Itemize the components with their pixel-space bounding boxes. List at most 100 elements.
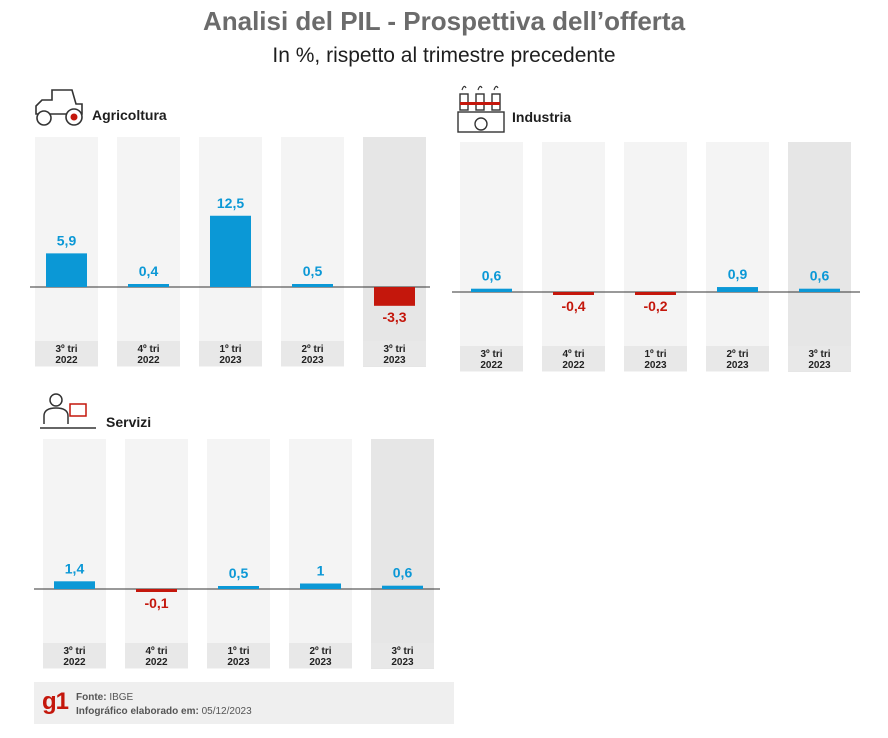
data-label: 5,9 — [57, 232, 77, 248]
tick-label: 4º tri — [563, 349, 585, 360]
column-bg — [624, 142, 687, 372]
tick-label-bg — [207, 643, 270, 668]
bar — [300, 583, 341, 589]
made-line: Infográfico elaborado em: 05/12/2023 — [76, 706, 252, 717]
office-worker-icon — [40, 393, 96, 429]
made-value: 05/12/2023 — [201, 706, 252, 717]
tick-label: 2023 — [726, 360, 749, 371]
bar — [210, 215, 251, 287]
data-label: 0,6 — [482, 268, 502, 284]
tick-label-bg — [35, 341, 98, 366]
tick-label-bg — [460, 346, 523, 371]
bar — [471, 288, 512, 292]
column-bg — [542, 142, 605, 372]
tick-label: 2023 — [309, 657, 332, 668]
tractor-icon — [35, 89, 83, 126]
tick-label-bg — [363, 341, 426, 366]
column-bg — [371, 439, 434, 669]
g1-logo: g1 — [42, 688, 69, 715]
tick-label: 2º tri — [302, 344, 324, 355]
column-bg — [125, 439, 188, 669]
tick-label: 2023 — [808, 360, 831, 371]
column-bg — [289, 439, 352, 669]
tick-label: 2023 — [383, 355, 406, 366]
tick-label: 2022 — [55, 355, 78, 366]
data-label: 0,5 — [229, 565, 249, 581]
tick-label: 1º tri — [228, 646, 250, 657]
tick-label-bg — [125, 643, 188, 668]
factory-icon — [457, 85, 505, 133]
panel-label-servizi: Servizi — [106, 414, 152, 430]
data-label: 0,5 — [303, 263, 323, 279]
tick-label: 1º tri — [645, 349, 667, 360]
tick-label: 2023 — [219, 355, 242, 366]
data-label: 1,4 — [65, 560, 85, 576]
tick-label: 4º tri — [146, 646, 168, 657]
column-bg — [281, 137, 344, 367]
column-bg — [460, 142, 523, 372]
bar — [136, 589, 177, 592]
tick-label: 3º tri — [56, 344, 78, 355]
panel-label-industria: Industria — [512, 109, 572, 125]
tick-label: 2022 — [63, 657, 86, 668]
tick-label: 3º tri — [392, 646, 414, 657]
tick-label: 3º tri — [481, 349, 503, 360]
tick-label: 1º tri — [220, 344, 242, 355]
bar — [54, 581, 95, 589]
bar — [46, 253, 87, 287]
tick-label-bg — [788, 346, 851, 371]
data-label: 0,4 — [139, 263, 159, 279]
column-bg — [117, 137, 180, 367]
tick-label: 2022 — [137, 355, 160, 366]
data-label: 0,9 — [728, 266, 748, 282]
column-bg — [207, 439, 270, 669]
bar — [635, 292, 676, 295]
tick-label-bg — [289, 643, 352, 668]
tick-label-bg — [117, 341, 180, 366]
panel-label-agricoltura: Agricoltura — [92, 107, 167, 123]
tick-label: 3º tri — [64, 646, 86, 657]
tick-label-bg — [43, 643, 106, 668]
data-label: 0,6 — [393, 565, 413, 581]
tick-label: 2º tri — [727, 349, 749, 360]
tick-label: 4º tri — [138, 344, 160, 355]
footer: g1 Fonte: IBGE Infográfico elaborado em:… — [34, 682, 454, 724]
tick-label-bg — [624, 346, 687, 371]
tick-label: 3º tri — [384, 344, 406, 355]
tick-label: 2022 — [480, 360, 503, 371]
tick-label: 2022 — [562, 360, 585, 371]
data-label: -0,4 — [561, 298, 585, 314]
data-label: 1 — [317, 563, 325, 579]
chart-subtitle: In %, rispetto al trimestre precedente — [272, 44, 616, 67]
tick-label-bg — [199, 341, 262, 366]
bar — [128, 284, 169, 287]
tick-label: 2023 — [391, 657, 414, 668]
bar — [553, 292, 594, 295]
column-bg — [706, 142, 769, 372]
tick-label: 2023 — [227, 657, 250, 668]
tick-label: 2º tri — [310, 646, 332, 657]
chart-title: Analisi del PIL - Prospettiva dell’offer… — [202, 6, 686, 36]
column-bg — [35, 137, 98, 367]
data-label: -0,2 — [643, 298, 667, 314]
tick-label-bg — [706, 346, 769, 371]
bar — [374, 287, 415, 306]
column-bg — [363, 137, 426, 367]
tick-label-bg — [371, 643, 434, 668]
data-label: -3,3 — [382, 309, 406, 325]
tick-label: 2023 — [644, 360, 667, 371]
data-label: 0,6 — [810, 268, 830, 284]
source-value: IBGE — [109, 692, 134, 703]
source-line: Fonte: IBGE — [76, 692, 133, 703]
data-label: 12,5 — [217, 195, 244, 211]
tick-label: 3º tri — [809, 349, 831, 360]
bar — [799, 288, 840, 292]
tick-label: 2022 — [145, 657, 168, 668]
bar — [218, 586, 259, 589]
